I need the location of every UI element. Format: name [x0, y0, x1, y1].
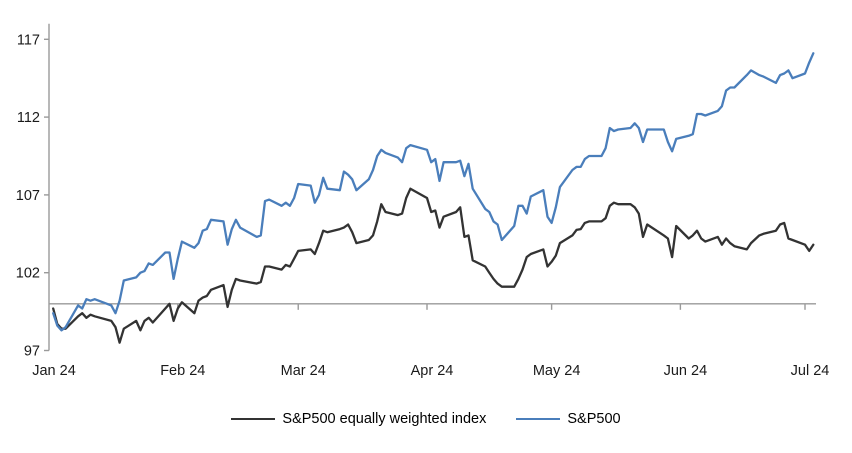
legend-label-sp500: S&P500	[567, 411, 621, 427]
y-tick-label: 112	[17, 110, 40, 126]
x-tick-label: Feb 24	[160, 363, 205, 379]
chart-legend: S&P500 equally weighted index S&P500	[0, 411, 852, 427]
equal-weight-line-swatch	[231, 418, 276, 420]
y-tick-label: 102	[16, 266, 40, 282]
x-tick-label: May 24	[533, 363, 581, 379]
x-tick-label: Jan 24	[32, 363, 76, 379]
x-tick-label: Jun 24	[664, 363, 708, 379]
sp500-series-line	[52, 52, 815, 332]
axis-labels: 97 102 107 112 117 Jan 24 Feb 24 Mar 24 Apr 24 Ma…	[16, 32, 830, 379]
sp500-line-swatch	[516, 418, 561, 420]
y-tick-label: 97	[24, 344, 40, 360]
equal-weight-series-line	[52, 187, 815, 344]
legend-item-equal-weight: S&P500 equally weighted index	[231, 411, 486, 427]
x-tick-label: Mar 24	[281, 363, 326, 379]
series-lines	[52, 52, 815, 344]
legend-item-sp500: S&P500	[516, 411, 621, 427]
legend-label-equal-weight: S&P500 equally weighted index	[282, 411, 487, 427]
x-tick-label: Jul 24	[791, 363, 830, 379]
x-tick-label: Apr 24	[411, 363, 454, 379]
y-tick-label: 107	[16, 188, 40, 204]
y-tick-label: 117	[17, 32, 40, 48]
axes	[44, 23, 816, 352]
